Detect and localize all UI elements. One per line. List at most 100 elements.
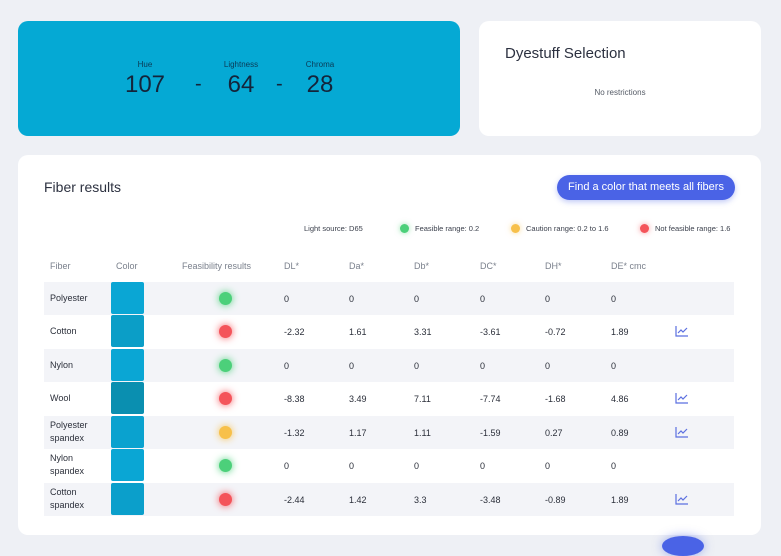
chroma-label: Chroma (305, 60, 335, 69)
separator-2: - (276, 73, 283, 95)
fiber-name-line2: spandex (50, 433, 85, 443)
cell-dl: 0 (284, 294, 290, 304)
feasibility-caution-icon (219, 426, 232, 439)
dyestuff-title: Dyestuff Selection (505, 45, 626, 62)
table-row: Polyester spandex -1.32 1.17 1.11 -1.59 0.27 0.… (44, 416, 734, 449)
fiber-name-line1: Cotton (50, 326, 77, 336)
feasibility-feasible-icon (219, 359, 232, 372)
lightness-label: Lightness (223, 60, 259, 69)
lightness-value: 64 (227, 71, 255, 98)
cell-da: 3.49 (349, 394, 367, 404)
cell-dl: 0 (284, 361, 290, 371)
color-swatch (111, 416, 144, 448)
floating-action-button[interactable] (662, 536, 704, 556)
cell-de-cmc: 0 (611, 294, 617, 304)
cell-da: 0 (349, 461, 355, 471)
cell-da: 0 (349, 361, 355, 371)
hue-block: Hue 107 (115, 60, 175, 99)
cell-dc: 0 (480, 294, 486, 304)
color-swatch (111, 483, 144, 515)
cell-dh: -0.72 (545, 327, 566, 337)
header-de-cmc: DE* cmc (611, 261, 647, 271)
cell-db: 0 (414, 361, 420, 371)
separator-1: - (195, 73, 202, 95)
cell-dh: 0 (545, 461, 551, 471)
header-fiber: Fiber (50, 261, 71, 271)
not-feasible-dot-icon (640, 224, 649, 233)
chroma-block: Chroma 28 (290, 60, 350, 99)
cell-da: 0 (349, 294, 355, 304)
header-dh: DH* (545, 261, 562, 271)
table-row: Cotton -2.32 1.61 3.31 -3.61 -0.72 1.89 (44, 315, 734, 348)
trend-chart-icon[interactable] (675, 426, 689, 438)
trend-chart-icon[interactable] (675, 493, 689, 505)
cell-dc: 0 (480, 461, 486, 471)
header-feasibility: Feasibility results (182, 261, 252, 271)
cell-de-cmc: 0.89 (611, 428, 629, 438)
light-source-label: Light source: D65 (304, 224, 363, 233)
table-row: Nylon spandex 0 0 0 0 0 0 (44, 449, 734, 482)
trend-chart-icon[interactable] (675, 325, 689, 337)
hue-label: Hue (137, 60, 153, 69)
caution-range-label: Caution range: 0.2 to 1.6 (526, 224, 609, 233)
cell-db: 7.11 (414, 394, 431, 404)
feasible-dot-icon (400, 224, 409, 233)
cell-dh: 0 (545, 294, 551, 304)
color-swatch (111, 449, 144, 481)
lightness-block: Lightness 64 (211, 60, 271, 99)
fiber-results-card: Fiber results Find a color that meets al… (18, 155, 761, 535)
cell-dc: -7.74 (480, 394, 501, 404)
fiber-name: Nylon spandex (50, 452, 84, 478)
find-color-button[interactable]: Find a color that meets all fibers (557, 175, 735, 200)
color-swatch (111, 315, 144, 347)
fiber-name-line1: Nylon (50, 453, 74, 463)
feasibility-not-feasible-icon (219, 392, 232, 405)
cell-dc: -3.48 (480, 495, 501, 505)
dyestuff-subtitle: No restrictions (594, 88, 646, 97)
cell-dh: 0.27 (545, 428, 563, 438)
color-swatch (111, 382, 144, 414)
cell-db: 0 (414, 461, 420, 471)
cell-da: 1.42 (349, 495, 367, 505)
header-dc: DC* (480, 261, 497, 271)
feasibility-not-feasible-icon (219, 325, 232, 338)
cell-dl: -1.32 (284, 428, 305, 438)
cell-dl: -2.44 (284, 495, 305, 505)
feasibility-feasible-icon (219, 292, 232, 305)
cell-dl: -2.32 (284, 327, 305, 337)
header-color: Color (116, 261, 138, 271)
table-row: Nylon 0 0 0 0 0 0 (44, 349, 734, 382)
cell-dh: -0.89 (545, 495, 566, 505)
fiber-name: Wool (50, 392, 70, 405)
header-da: Da* (349, 261, 365, 271)
cell-dc: 0 (480, 361, 486, 371)
feasible-range-label: Feasible range: 0.2 (415, 224, 480, 233)
cell-db: 0 (414, 294, 420, 304)
table-row: Cotton spandex -2.44 1.42 3.3 -3.48 -0.89 1.89 (44, 483, 734, 516)
header-dl: DL* (284, 261, 300, 271)
cell-de-cmc: 0 (611, 461, 617, 471)
cell-db: 3.31 (414, 327, 432, 337)
cell-da: 1.17 (349, 428, 367, 438)
cell-db: 1.11 (414, 428, 431, 438)
feasibility-feasible-icon (219, 459, 232, 472)
cell-db: 3.3 (414, 495, 427, 505)
cell-dc: -3.61 (480, 327, 501, 337)
cell-dh: 0 (545, 361, 551, 371)
trend-chart-icon[interactable] (675, 392, 689, 404)
caution-dot-icon (511, 224, 520, 233)
cell-dl: 0 (284, 461, 290, 471)
fiber-name: Polyester (50, 292, 88, 305)
fiber-results-title: Fiber results (44, 179, 122, 195)
cell-de-cmc: 0 (611, 361, 617, 371)
fiber-name-line1: Cotton (50, 487, 77, 497)
cell-dh: -1.68 (545, 394, 566, 404)
cell-de-cmc: 1.89 (611, 327, 629, 337)
fiber-name-line1: Wool (50, 393, 71, 403)
color-swatch (111, 282, 144, 314)
cell-da: 1.61 (349, 327, 367, 337)
color-summary-card: Hue 107 - Lightness 64 - Chroma 28 (18, 21, 460, 136)
header-db: Db* (414, 261, 430, 271)
color-swatch (111, 349, 144, 381)
cell-de-cmc: 4.86 (611, 394, 629, 404)
